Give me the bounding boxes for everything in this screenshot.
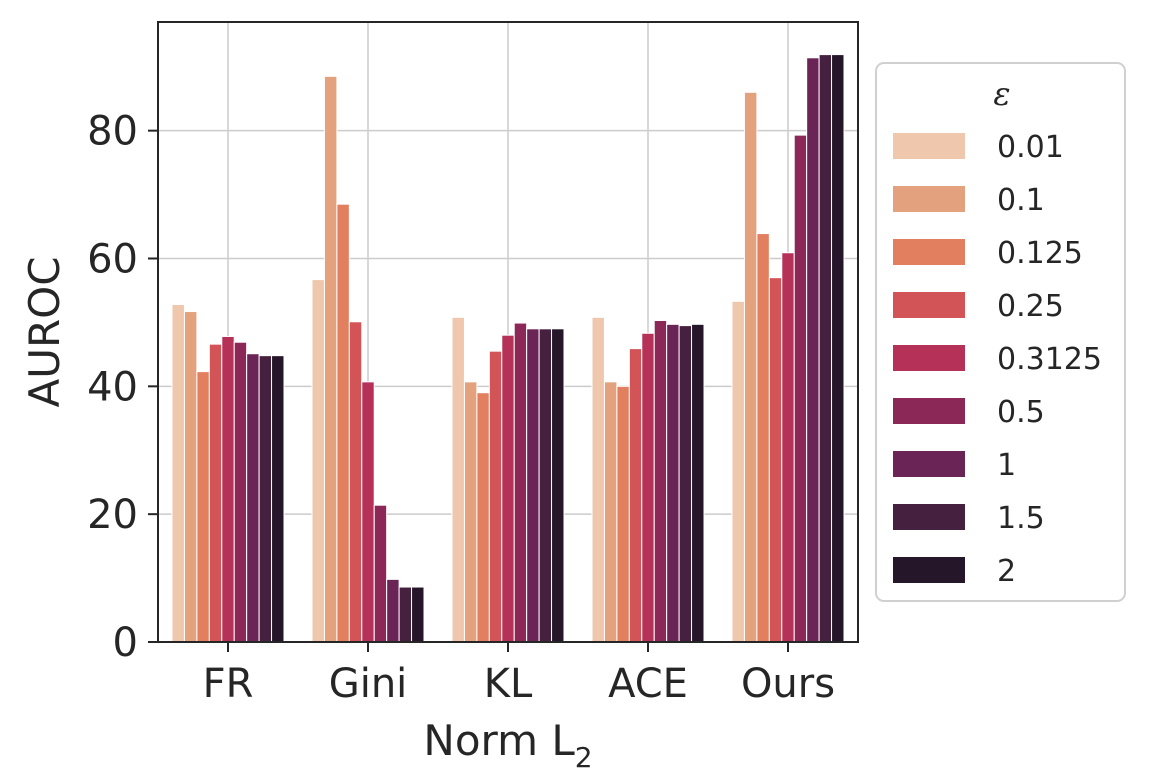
y-tick-label: 80 — [87, 109, 138, 155]
x-tick-label: Ours — [741, 661, 835, 707]
legend-swatch — [893, 186, 965, 212]
bar — [628, 348, 643, 643]
bar — [233, 341, 248, 643]
bar — [793, 134, 808, 643]
bar — [591, 316, 605, 643]
legend-swatch — [893, 398, 965, 424]
bar — [221, 335, 235, 643]
legend-label: 0.25 — [997, 289, 1064, 324]
legend-swatch — [893, 557, 965, 583]
bar — [501, 334, 515, 643]
bar — [323, 75, 338, 643]
bar — [641, 332, 655, 643]
legend-label: 0.125 — [997, 236, 1083, 271]
x-tick-label: Gini — [329, 661, 408, 707]
bar — [653, 319, 668, 643]
bar — [171, 304, 185, 643]
legend-label: 0.01 — [997, 130, 1064, 165]
legend-label: 2 — [997, 554, 1016, 589]
legend-label: 0.1 — [997, 183, 1045, 218]
y-axis-label: AUROC — [20, 256, 69, 407]
y-tick-label: 20 — [87, 492, 138, 538]
bar — [818, 54, 833, 643]
x-tick-label: KL — [484, 661, 533, 707]
bar — [246, 353, 260, 643]
legend-swatch — [893, 345, 965, 371]
bar — [526, 328, 540, 643]
legend-swatch — [893, 504, 965, 530]
y-tick-label: 40 — [87, 364, 138, 410]
bar — [476, 392, 490, 643]
bar — [451, 316, 465, 643]
legend-label: 1.5 — [997, 501, 1045, 536]
bar — [183, 311, 198, 643]
bar — [311, 279, 325, 643]
bar — [348, 321, 363, 643]
legend-label: 1 — [997, 448, 1016, 483]
bar — [743, 91, 758, 643]
bar — [691, 323, 705, 643]
bar — [603, 381, 618, 643]
legend-items: 0.01 0.1 0.125 0.25 0.3125 0.5 1 1.5 2 — [893, 130, 1102, 589]
x-axis-label-subscript: 2 — [575, 741, 593, 774]
bar — [551, 328, 565, 643]
legend-label: 0.3125 — [997, 342, 1102, 377]
bar — [208, 343, 223, 643]
bar — [666, 323, 680, 643]
y-tick-label: 0 — [113, 620, 138, 666]
bar — [488, 350, 503, 643]
bar — [678, 325, 693, 643]
legend-swatch — [893, 239, 965, 265]
bar — [271, 355, 285, 643]
bar — [258, 355, 273, 643]
bar — [616, 385, 630, 643]
bar — [731, 300, 745, 643]
bar — [398, 586, 413, 643]
bar — [513, 322, 528, 643]
bar — [756, 233, 770, 643]
bar — [373, 504, 388, 643]
bar — [336, 203, 350, 643]
x-tick-label: FR — [203, 661, 254, 707]
y-tick-label: 60 — [87, 236, 138, 282]
x-tick-label: ACE — [608, 661, 688, 707]
bar — [386, 578, 400, 643]
legend-title: ε — [993, 75, 1010, 113]
bar — [538, 328, 553, 643]
legend-swatch — [893, 133, 965, 159]
legend: ε 0.01 0.1 0.125 0.25 0.3125 0.5 1 1.5 2 — [875, 62, 1126, 602]
x-axis-label: Norm L — [423, 716, 575, 765]
x-tick-labels: FR Gini KL ACE Ours — [203, 661, 835, 707]
bar — [196, 371, 210, 643]
bar — [806, 57, 820, 643]
bar — [463, 381, 478, 643]
y-tick-labels: 0 20 40 60 80 — [87, 109, 138, 666]
bar — [411, 586, 425, 643]
bar — [361, 381, 375, 643]
bar — [781, 252, 795, 643]
legend-swatch — [893, 451, 965, 477]
legend-swatch — [893, 292, 965, 318]
tick-marks — [148, 129, 789, 652]
bar — [831, 54, 845, 643]
legend-label: 0.5 — [997, 395, 1045, 430]
x-axis-label-group: Norm L2 — [423, 716, 592, 774]
bars — [171, 54, 845, 643]
bar — [768, 277, 783, 643]
